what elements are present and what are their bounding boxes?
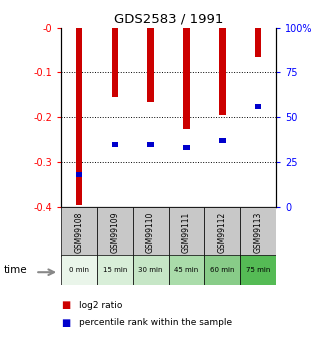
Text: ■: ■ — [61, 318, 70, 327]
Bar — [97, 255, 133, 285]
Bar — [240, 255, 276, 285]
Text: GSM99108: GSM99108 — [74, 211, 83, 253]
Text: GSM99111: GSM99111 — [182, 211, 191, 253]
Bar — [240, 207, 276, 257]
Text: ■: ■ — [61, 300, 70, 310]
Text: 0 min: 0 min — [69, 267, 89, 273]
Bar — [133, 207, 169, 257]
Bar — [133, 255, 169, 285]
Bar — [169, 207, 204, 257]
Bar — [183, 28, 190, 128]
Text: GSM99113: GSM99113 — [254, 211, 263, 253]
Bar — [76, 172, 82, 177]
Bar — [204, 255, 240, 285]
Bar — [183, 145, 190, 150]
Bar — [147, 141, 154, 147]
Text: 15 min: 15 min — [103, 267, 127, 273]
Bar — [97, 207, 133, 257]
Bar — [255, 104, 261, 109]
Bar — [61, 255, 97, 285]
Bar — [169, 255, 204, 285]
Title: GDS2583 / 1991: GDS2583 / 1991 — [114, 12, 223, 25]
Text: GSM99112: GSM99112 — [218, 211, 227, 253]
Bar — [111, 141, 118, 147]
Bar — [147, 28, 154, 101]
Text: 60 min: 60 min — [210, 267, 235, 273]
Text: log2 ratio: log2 ratio — [79, 301, 122, 310]
Text: percentile rank within the sample: percentile rank within the sample — [79, 318, 232, 327]
Bar — [204, 207, 240, 257]
Bar — [219, 28, 226, 115]
Bar — [255, 28, 261, 57]
Text: 30 min: 30 min — [138, 267, 163, 273]
Text: 45 min: 45 min — [174, 267, 199, 273]
Text: GSM99110: GSM99110 — [146, 211, 155, 253]
Bar — [111, 28, 118, 97]
Bar — [61, 207, 97, 257]
Bar — [76, 28, 82, 205]
Text: time: time — [3, 265, 27, 275]
Text: GSM99109: GSM99109 — [110, 211, 119, 253]
Bar — [219, 138, 226, 143]
Text: 75 min: 75 min — [246, 267, 270, 273]
